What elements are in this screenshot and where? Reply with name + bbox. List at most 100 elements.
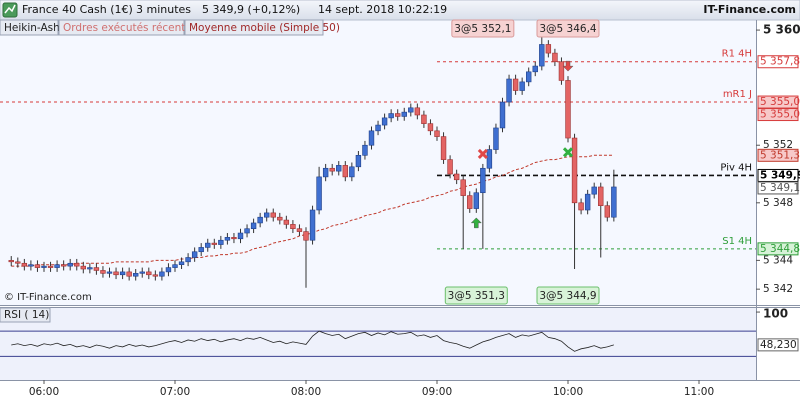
candle-body <box>93 267 100 271</box>
candle-body <box>113 271 119 276</box>
rsi-tab[interactable] <box>0 307 51 323</box>
candle-body <box>303 231 309 241</box>
level-label: R1 4H <box>722 49 752 60</box>
trade-label: 3@5 344,9 <box>539 290 596 302</box>
candle-body <box>611 186 617 218</box>
header-bar <box>0 0 800 21</box>
trade-marker <box>562 60 574 72</box>
candle-body <box>41 265 47 268</box>
price-tag <box>757 148 799 162</box>
candle-body <box>329 167 335 172</box>
candle-body <box>342 165 348 178</box>
candle-body <box>283 219 290 225</box>
candle-body <box>447 159 453 175</box>
trade-marker <box>470 217 482 229</box>
x-tick-label: 06:00 <box>29 386 59 398</box>
candle-body <box>414 107 421 116</box>
tab-label: Moyenne mobile (Simple 50) <box>189 22 340 34</box>
candle-body <box>159 271 165 277</box>
candle-body <box>100 270 106 274</box>
candle-body <box>591 186 597 195</box>
x-tick-label: 07:00 <box>160 386 190 398</box>
x-tick-label: 08:00 <box>291 386 321 398</box>
x-tick-label: 09:00 <box>422 386 452 398</box>
candle-body <box>552 52 558 63</box>
price-tag <box>757 55 799 69</box>
candle-body <box>237 232 244 240</box>
candle-body <box>467 195 473 209</box>
candle-body <box>290 224 296 230</box>
candle-body <box>8 260 14 263</box>
level-label: Piv 4H <box>720 162 752 173</box>
tab-label: Heikin-Ashi <box>4 22 63 34</box>
candle-body <box>119 271 126 276</box>
level-label: mR1 J <box>723 89 752 100</box>
candle-body <box>106 271 113 274</box>
candle-body <box>336 165 342 172</box>
candle-body <box>427 123 434 132</box>
candle-body <box>15 261 21 264</box>
candle-body <box>178 261 185 265</box>
rsi-title: RSI ( 14) <box>4 309 49 321</box>
tab[interactable] <box>58 19 185 36</box>
y-tick-label: 5 344 <box>763 254 793 266</box>
candle-body <box>198 247 204 253</box>
last-price: 5 349,9 (+0,12%) <box>202 3 300 16</box>
plot-area <box>0 20 756 305</box>
candle-body <box>185 257 191 263</box>
candle-body <box>473 192 479 209</box>
candle-body <box>604 205 611 218</box>
candle-body <box>355 155 362 168</box>
candle-body <box>322 167 329 178</box>
candle-body <box>460 179 466 196</box>
candle-body <box>362 144 368 156</box>
candle-body <box>21 262 28 267</box>
candle-body <box>545 44 552 54</box>
candle-body <box>224 237 231 241</box>
interval: 3 minutes <box>136 3 191 16</box>
candle-body <box>139 271 145 274</box>
candle-body <box>316 176 322 211</box>
y-tick-label: 5 342 <box>763 283 793 295</box>
price-tag-label: 5 355,0 <box>760 96 800 108</box>
trade-marker <box>562 147 574 158</box>
candle-body <box>368 130 375 146</box>
y-tick-label: 5 360 <box>763 23 800 37</box>
y-tick-label: 5 352 <box>763 139 793 151</box>
trade-label: 3@5 351,3 <box>448 290 505 302</box>
price-tag-label: 5 357,8 <box>760 56 800 68</box>
candle-body <box>244 228 250 234</box>
candle-body <box>250 222 257 230</box>
x-tick-label: 10:00 <box>553 386 583 398</box>
candle-body <box>519 81 525 91</box>
candle-body <box>506 78 512 103</box>
trade-label: 3@5 346,4 <box>539 23 597 35</box>
candle-body <box>565 80 571 139</box>
value-tag <box>757 338 799 352</box>
candle-body <box>87 267 93 270</box>
trade-label-box <box>451 19 515 38</box>
y-tick-label: 5 348 <box>763 197 793 209</box>
candle-body <box>218 239 224 245</box>
datetime: 14 sept. 2018 10:22:19 <box>318 3 447 16</box>
candle-body <box>152 274 159 277</box>
candle-body <box>309 209 316 241</box>
candle-body <box>349 166 355 178</box>
trade-label-box <box>444 286 508 305</box>
candle-body <box>480 167 486 194</box>
candle-body <box>525 71 532 83</box>
tab-label: Ordres exécutés récents <box>63 22 191 34</box>
tab[interactable] <box>0 19 59 36</box>
app-icon-glyph <box>4 4 16 14</box>
candle-body <box>211 242 217 245</box>
watermark: © IT-Finance.com <box>4 292 92 303</box>
y-tick-label: 100 <box>763 307 788 321</box>
tab[interactable] <box>184 19 324 36</box>
candle-body <box>133 273 139 277</box>
candle-body <box>532 65 538 73</box>
candle-body <box>493 127 499 150</box>
candle-body <box>80 265 87 270</box>
trade-marker <box>477 148 488 159</box>
candle-body <box>512 78 519 91</box>
rsi-line <box>11 330 614 352</box>
